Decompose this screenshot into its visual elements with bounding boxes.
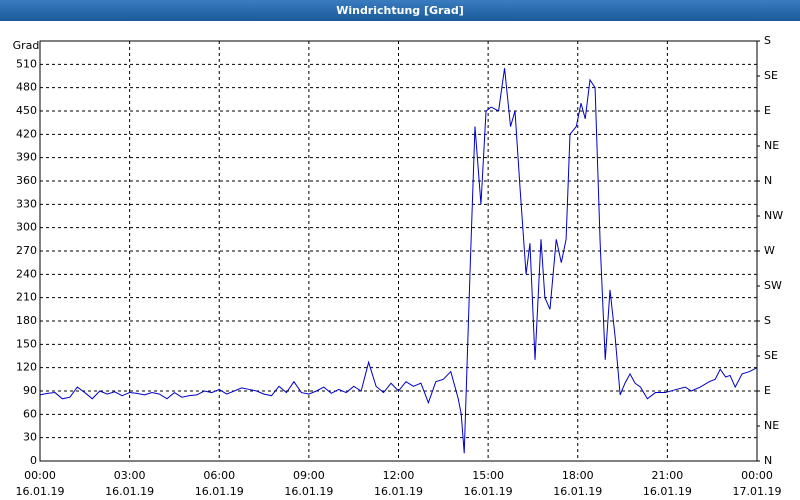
x-tick-label: 21:00 — [652, 469, 684, 482]
x-tick-label: 06:00 — [203, 469, 235, 482]
y-tick-label: 300 — [16, 221, 37, 234]
y2-tick-label: E — [764, 104, 771, 117]
x-tick-date: 16.01.19 — [374, 485, 423, 498]
y2-tick-label: NE — [764, 419, 779, 432]
y-tick-label: 450 — [16, 104, 37, 117]
x-tick-label: 12:00 — [383, 469, 415, 482]
x-tick-date: 17.01.19 — [733, 485, 782, 498]
y-tick-label: 480 — [16, 81, 37, 94]
y-tick-label: 390 — [16, 151, 37, 164]
y2-tick-label: N — [764, 174, 772, 187]
y-tick-label: 30 — [23, 431, 37, 444]
y-tick-label: 150 — [16, 337, 37, 350]
y-tick-label: 270 — [16, 244, 37, 257]
y-axis-label: Grad — [13, 39, 40, 52]
x-tick-date: 16.01.19 — [195, 485, 244, 498]
y2-tick-label: W — [764, 244, 775, 257]
y2-tick-label: NE — [764, 139, 779, 152]
data-line — [39, 68, 758, 454]
x-tick-label: 18:00 — [562, 469, 594, 482]
y-tick-label: 360 — [16, 174, 37, 187]
x-tick-date: 16.01.19 — [464, 485, 513, 498]
y-tick-label: 60 — [23, 407, 37, 420]
x-tick-date: 16.01.19 — [105, 485, 154, 498]
x-tick-date: 16.01.19 — [16, 485, 65, 498]
x-tick-date: 16.01.19 — [284, 485, 333, 498]
x-tick-date: 16.01.19 — [553, 485, 602, 498]
y-tick-label: 120 — [16, 361, 37, 374]
x-tick-date: 16.01.19 — [643, 485, 692, 498]
y2-tick-label: N — [764, 454, 772, 467]
y-tick-label: 90 — [23, 384, 37, 397]
y2-tick-label: SE — [764, 69, 778, 82]
y-tick-label: 0 — [30, 454, 37, 467]
x-tick-label: 15:00 — [472, 469, 504, 482]
x-tick-label: 00:00 — [24, 469, 56, 482]
y2-tick-label: S — [764, 314, 771, 327]
x-tick-label: 03:00 — [114, 469, 146, 482]
y-tick-label: 330 — [16, 197, 37, 210]
y2-tick-label: SE — [764, 349, 778, 362]
y2-tick-label: E — [764, 384, 771, 397]
y-tick-label: 210 — [16, 291, 37, 304]
x-tick-label: 09:00 — [293, 469, 325, 482]
y-tick-label: 240 — [16, 267, 37, 280]
title-bar — [0, 0, 800, 21]
y-tick-label: 420 — [16, 127, 37, 140]
chart-title: Windrichtung [Grad] — [336, 4, 464, 17]
y2-tick-label: NW — [764, 209, 783, 222]
y2-tick-label: S — [764, 34, 771, 47]
y2-tick-label: SW — [764, 279, 782, 292]
x-tick-label: 00:00 — [741, 469, 773, 482]
y-tick-label: 180 — [16, 314, 37, 327]
y-tick-label: 510 — [16, 57, 37, 70]
